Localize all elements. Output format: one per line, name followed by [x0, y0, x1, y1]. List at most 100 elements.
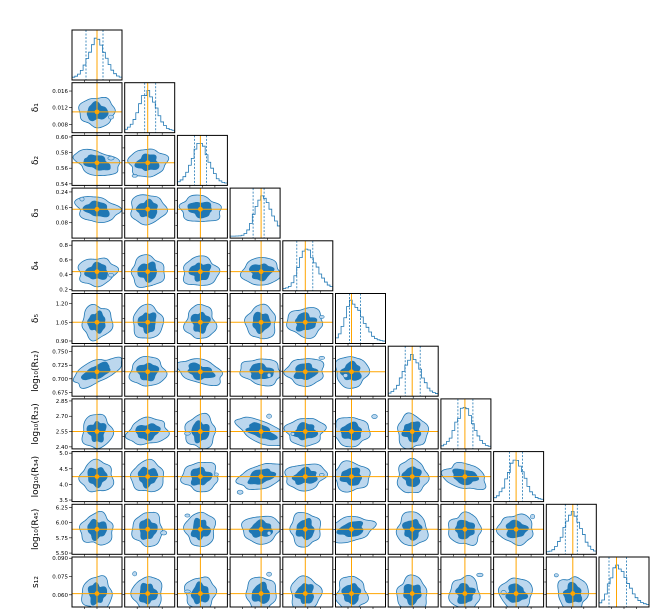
truth-marker-10-0 — [94, 591, 100, 596]
truth-marker-7-1 — [145, 429, 151, 434]
axis-label-row-10: s₁₂ — [31, 576, 41, 588]
panel-8-7 — [438, 451, 492, 504]
tick-label-row-10: 0.060 — [52, 593, 68, 599]
tick-label-row-10: 0.075 — [52, 575, 68, 581]
panel-5-1 — [122, 293, 176, 346]
histogram-1 — [124, 90, 175, 133]
truth-marker-8-0 — [94, 474, 100, 479]
panel-9-2 — [175, 503, 228, 557]
panel-10-2 — [175, 556, 228, 609]
axis-label-row-7: log₁₀(R₂₃) — [31, 403, 41, 444]
truth-marker-8-5 — [349, 474, 354, 479]
panel-frame-10-10 — [598, 556, 650, 608]
panel-4-0 — [71, 240, 123, 293]
tick-label-row-6: 0.750 — [52, 350, 68, 356]
tick-label-row-3: 0.16 — [56, 205, 69, 211]
histogram-9 — [546, 511, 597, 555]
contour-island-10-3 — [266, 571, 272, 577]
panel-5-4 — [280, 293, 334, 346]
truth-marker-10-9 — [570, 591, 576, 596]
contour-island-9-3 — [266, 530, 272, 536]
panel-9-7 — [438, 503, 492, 557]
truth-marker-6-0 — [94, 369, 100, 375]
truth-marker-6-2 — [198, 369, 203, 375]
panel-9-4 — [280, 503, 334, 557]
tick-label-row-4: 0.2 — [59, 287, 68, 293]
histogram-2 — [177, 142, 228, 186]
contour-island-8-3 — [236, 489, 244, 495]
panel-2-2 — [176, 134, 228, 188]
truth-marker-6-5 — [349, 369, 354, 375]
axis-label-row-2: δ₂ — [31, 155, 41, 165]
tick-label-row-2: 0.54 — [56, 182, 69, 188]
panel-6-6 — [387, 345, 439, 399]
panel-6-3 — [228, 345, 281, 399]
tick-label-row-1: 0.008 — [52, 122, 68, 128]
histogram-5 — [335, 299, 386, 344]
tick-label-row-5: 0.90 — [56, 339, 69, 345]
panel-7-6 — [386, 398, 439, 451]
panel-0-0 — [71, 29, 123, 82]
truth-marker-9-7 — [462, 526, 468, 532]
panel-8-2 — [175, 451, 228, 504]
tick-label-row-5: 1.05 — [56, 320, 69, 326]
truth-marker-8-2 — [198, 474, 203, 479]
panel-10-6 — [386, 556, 439, 609]
truth-marker-8-6 — [409, 474, 415, 479]
panel-3-3 — [229, 187, 281, 241]
tick-label-row-3: 0.08 — [56, 221, 69, 227]
truth-marker-3-1 — [145, 206, 151, 212]
truth-marker-5-2 — [198, 319, 203, 325]
panel-10-0 — [71, 556, 123, 609]
panel-8-4 — [280, 451, 334, 504]
tick-label-row-8: 4.0 — [59, 482, 68, 488]
contour-island-9-8 — [530, 514, 536, 520]
panel-frame-8-8 — [493, 451, 545, 503]
contour-island-8-2 — [214, 472, 219, 477]
contour-island-3-0 — [79, 196, 85, 202]
panel-3-2 — [175, 187, 228, 241]
truth-marker-10-2 — [198, 591, 203, 596]
histogram-10 — [599, 564, 649, 607]
contour-island-10-7 — [476, 572, 484, 578]
panel-6-5 — [333, 345, 386, 399]
truth-marker-3-2 — [198, 206, 203, 212]
tick-label-row-2: 0.60 — [56, 135, 69, 141]
histogram-7 — [440, 406, 491, 449]
axis-label-row-3: δ₃ — [31, 208, 41, 218]
panel-9-8 — [491, 503, 545, 557]
panel-10-3 — [228, 556, 281, 609]
panel-7-4 — [280, 398, 334, 451]
panel-7-3 — [228, 398, 281, 451]
panel-9-0 — [71, 503, 123, 557]
truth-marker-8-4 — [302, 474, 308, 479]
tick-label-row-7: 2.40 — [56, 445, 69, 451]
histogram-6 — [388, 354, 439, 397]
panel-2-0 — [71, 134, 123, 188]
truth-marker-2-1 — [145, 160, 151, 166]
axis-label-row-4: δ₄ — [31, 261, 41, 271]
panel-9-6 — [386, 503, 439, 557]
tick-label-row-4: 0.4 — [59, 273, 68, 279]
tick-label-row-7: 2.85 — [56, 399, 69, 405]
histogram-3 — [230, 195, 281, 239]
truth-marker-4-0 — [94, 269, 100, 275]
panel-8-5 — [333, 451, 386, 504]
contour-island-6-5 — [342, 373, 349, 378]
tick-label-row-5: 1.20 — [56, 302, 69, 308]
truth-marker-9-5 — [349, 526, 354, 532]
truth-marker-7-5 — [349, 429, 354, 434]
contour-island-10-8 — [500, 590, 507, 596]
panel-4-2 — [175, 240, 228, 293]
truth-marker-10-1 — [145, 591, 151, 596]
tick-label-row-4: 0.6 — [59, 258, 68, 264]
contour-island-7-5 — [371, 414, 378, 419]
panel-7-1 — [122, 398, 176, 451]
tick-label-row-10: 0.090 — [52, 556, 68, 562]
tick-label-row-7: 2.70 — [56, 414, 69, 420]
truth-marker-6-1 — [145, 369, 151, 375]
contour-island-2-0 — [107, 155, 115, 161]
truth-marker-9-2 — [198, 526, 203, 532]
panel-7-5 — [333, 398, 386, 451]
